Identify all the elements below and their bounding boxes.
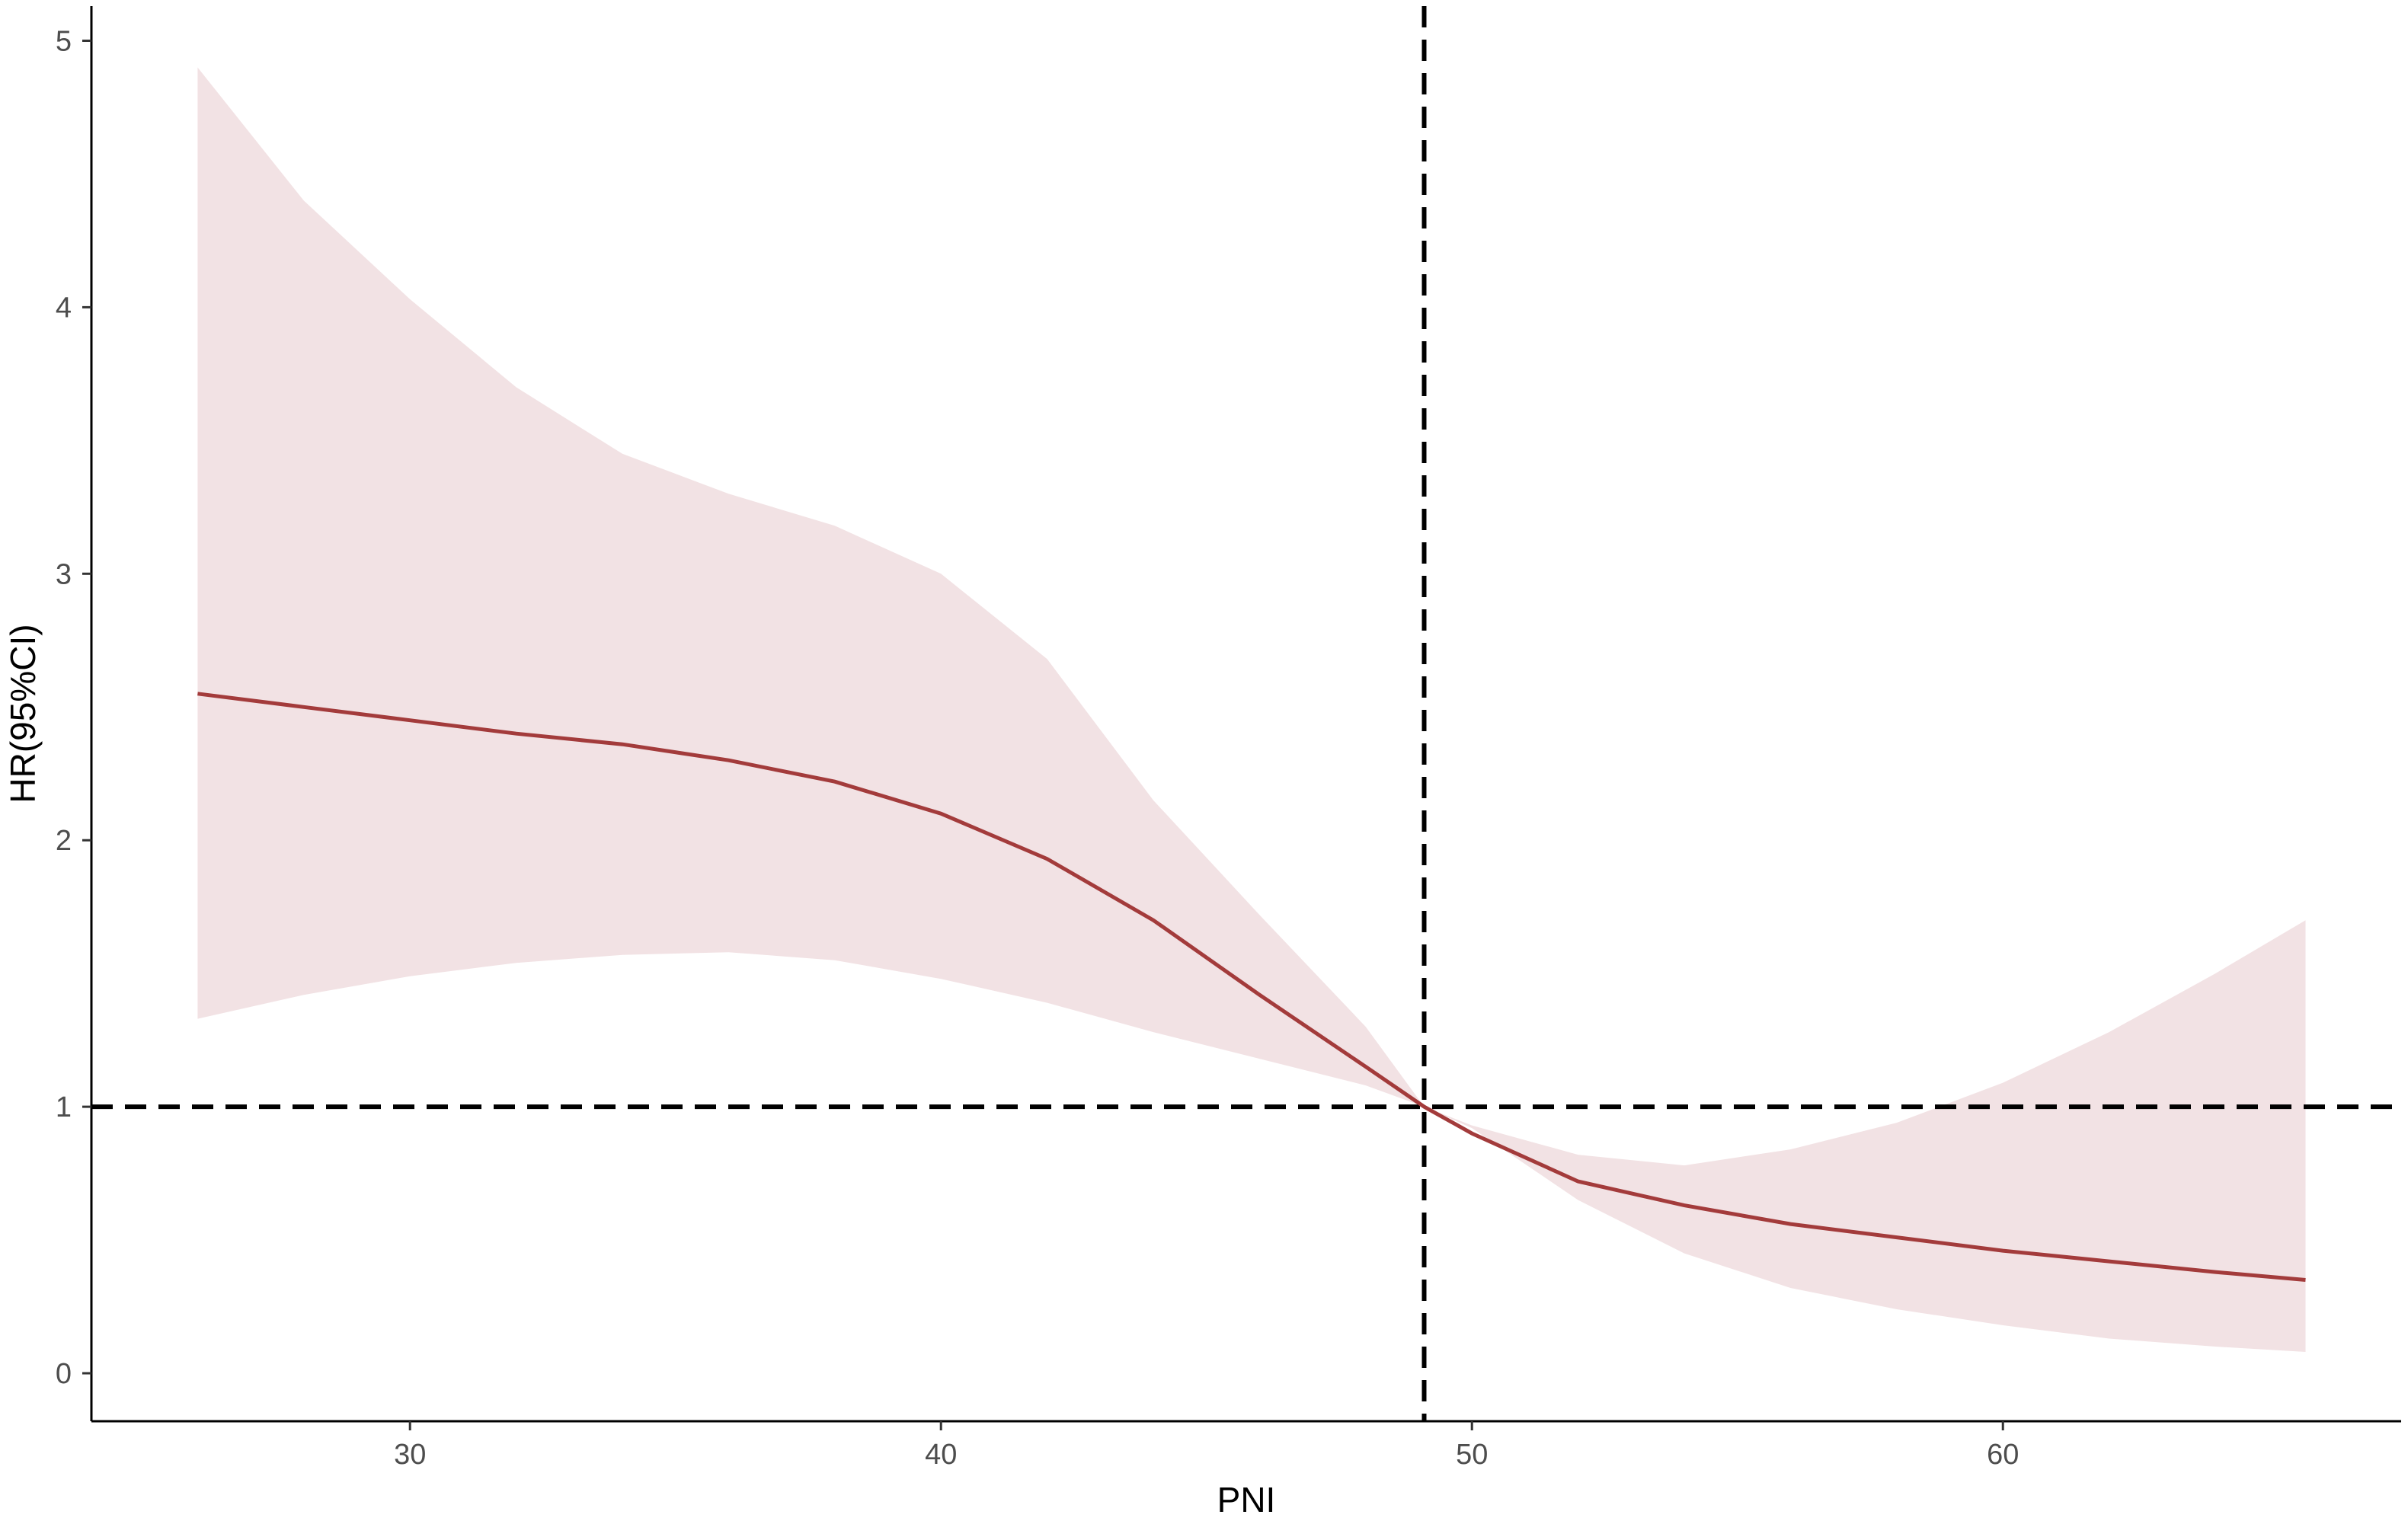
y-tick-label: 4 [56, 292, 72, 324]
x-ticks: 30 40 50 60 [394, 1421, 2019, 1471]
axes: 30 40 50 60 0 1 2 3 4 5 [56, 6, 2401, 1471]
ci-band [197, 67, 2306, 1352]
hr-line [197, 692, 2306, 1282]
y-tick-label: 0 [56, 1358, 72, 1390]
y-axis-title: HR(95%CI) [3, 624, 43, 803]
plot-area [91, 6, 2401, 1421]
y-tick-label: 3 [56, 558, 72, 590]
x-tick-label: 50 [1456, 1439, 1488, 1471]
y-tick-label: 2 [56, 825, 72, 857]
y-ticks: 0 1 2 3 4 5 [56, 25, 91, 1390]
x-tick-label: 40 [925, 1439, 957, 1471]
y-tick-label: 5 [56, 25, 72, 57]
x-tick-label: 60 [1987, 1439, 2019, 1471]
x-axis-title: PNI [1217, 1480, 1276, 1519]
y-tick-label: 1 [56, 1091, 72, 1123]
x-tick-label: 30 [394, 1439, 426, 1471]
